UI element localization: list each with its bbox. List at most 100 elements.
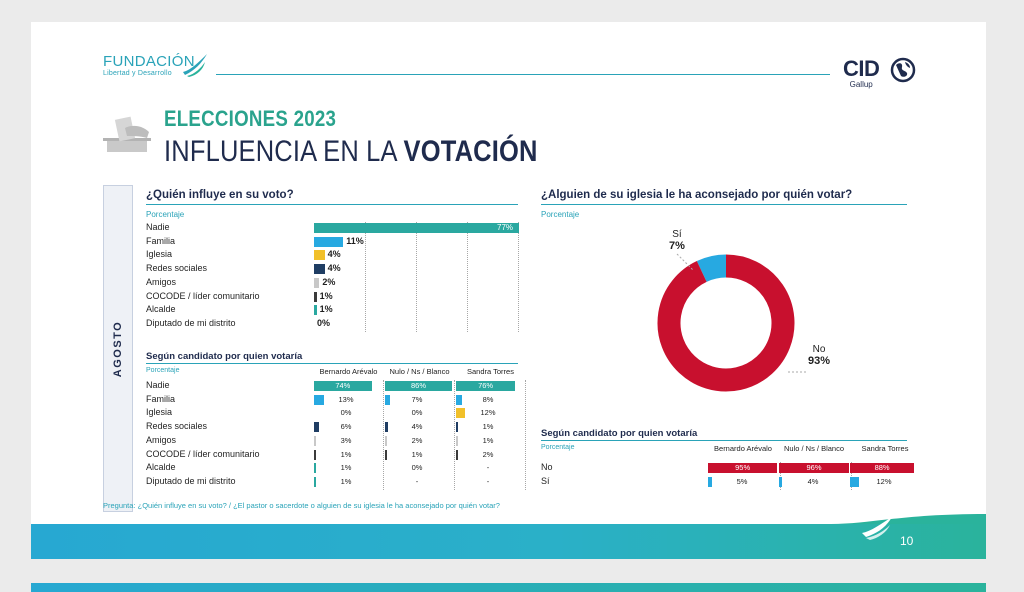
chart2-value-sandra-torres-familia: 8% [482, 394, 494, 404]
chart2-category-iglesia: Iglesia [146, 407, 173, 418]
next-slide-edge [31, 583, 986, 592]
chart2-category-alcalde: Alcalde [146, 462, 176, 473]
chart2-bar-nulo-ns-blanco-nadie [385, 381, 452, 391]
chart4-category-si: Sí [541, 476, 550, 486]
donut-si-value: 7% [669, 240, 685, 252]
title-line1: ELECCIONES 2023 [164, 106, 337, 131]
chart2-category-diputado-de-mi-distrito: Diputado de mi distrito [146, 475, 236, 486]
chart1-value-alcalde: 1% [319, 304, 333, 315]
chart4-category-no: No [541, 462, 553, 472]
chart4-header-bernardo-arevalo: Bernardo Arévalo [714, 444, 772, 453]
chart1-category-redes-sociales: Redes sociales [146, 263, 208, 274]
chart4-value-nulo-ns-blanco-no: 96% [806, 463, 822, 472]
chart3-subtitle: Porcentaje [541, 210, 580, 219]
chart4-bar-sandra-torres-no [850, 463, 915, 473]
chart2-bar-bernardo-arevalo-familia [314, 394, 325, 405]
chart2-header-sandra-torres: Sandra Torres [467, 367, 514, 376]
chart2-value-sandra-torres-nadie: 76% [478, 381, 494, 390]
chart4-gridline [851, 462, 852, 490]
chart2-bar-nulo-ns-blanco-amigos [385, 435, 387, 446]
chart2-value-nulo-ns-blanco-redes-sociales: 4% [411, 422, 423, 432]
chart2-value-sandra-torres-redes-sociales: 1% [482, 422, 494, 432]
chart2-value-nulo-ns-blanco-iglesia: 0% [411, 408, 423, 418]
chart2-bar-bernardo-arevalo-diputado-de-mi-distrito [314, 476, 316, 487]
chart2-bar-bernardo-arevalo-redes-sociales [314, 422, 319, 433]
chart2-value-sandra-torres-amigos: 1% [482, 435, 494, 445]
chart1-category-cocode-lider-comunitario: COCODE / líder comunitario [146, 290, 260, 301]
chart1-bar-cocode-lider-comunitario [314, 291, 317, 302]
chart4-value-nulo-ns-blanco-si: 4% [807, 477, 819, 486]
chart2-category-nadie: Nadie [146, 380, 170, 390]
donut-label-si: Sí 7% [669, 229, 685, 252]
gallup-name: Gallup [849, 80, 873, 89]
chart1-category-amigos: Amigos [146, 276, 177, 287]
chart2-subtitle: Porcentaje [146, 367, 180, 374]
chart2-category-familia: Familia [146, 393, 176, 404]
chart4-value-sandra-torres-no: 88% [874, 463, 890, 472]
fundacion-logo: FUNDACIÓN Libertad y Desarrollo [103, 54, 195, 77]
chart4-bar-nulo-ns-blanco-no [779, 463, 849, 473]
chart4-bar-bernardo-arevalo-si [708, 477, 712, 487]
slide: FUNDACIÓN Libertad y Desarrollo CID Gall… [31, 22, 986, 559]
chart1-value-diputado-de-mi-distrito: 0% [317, 317, 331, 328]
chart1-underline [146, 204, 518, 205]
donut-label-no: No 93% [808, 344, 830, 367]
chart2-value-nulo-ns-blanco-familia: 7% [411, 394, 423, 404]
chart1-gridline [365, 222, 366, 332]
chart2-bar-bernardo-arevalo-alcalde [314, 463, 316, 474]
globe-icon [890, 57, 916, 83]
chart1-gridline [467, 222, 468, 332]
chart2-value-nulo-ns-blanco-cocode-lider-comunitario: 1% [411, 449, 423, 459]
brand-line2: Libertad y Desarrollo [103, 70, 172, 77]
chart2-gridline [525, 380, 526, 490]
donut-no-category: No [812, 344, 826, 355]
chart2-bar-bernardo-arevalo-amigos [314, 435, 317, 446]
chart1-bar-amigos [314, 277, 320, 288]
donut-no-value: 93% [808, 355, 831, 367]
chart2-bar-nulo-ns-blanco-cocode-lider-comunitario [385, 449, 387, 460]
chart1-value-familia: 11% [346, 235, 364, 246]
chart4-underline [541, 440, 907, 441]
chart2-underline [146, 363, 518, 364]
chart2-value-nulo-ns-blanco-nadie: 86% [410, 381, 426, 390]
chart4-value-bernardo-arevalo-si: 5% [736, 477, 748, 486]
title-light: INFLUENCIA EN LA [164, 135, 404, 168]
chart2-value-bernardo-arevalo-cocode-lider-comunitario: 1% [340, 449, 352, 459]
chart1-category-diputado-de-mi-distrito: Diputado de mi distrito [146, 317, 236, 328]
chart2-value-bernardo-arevalo-amigos: 3% [340, 435, 352, 445]
brand-line1: FUNDACIÓN [103, 53, 195, 70]
chart2-value-nulo-ns-blanco-amigos: 2% [411, 435, 423, 445]
chart1-bar-iglesia [314, 250, 325, 261]
chart4-bar-bernardo-arevalo-no [708, 463, 778, 473]
chart2-value-bernardo-arevalo-alcalde: 1% [340, 463, 352, 473]
chart2-bar-bernardo-arevalo-nadie [314, 381, 372, 391]
chart1-gridline [416, 222, 417, 332]
chart3-underline [541, 204, 907, 205]
chart4-value-sandra-torres-si: 12% [876, 477, 892, 486]
chart1-value-iglesia: 4% [327, 249, 341, 260]
chart2-value-sandra-torres-alcalde: - [486, 463, 490, 473]
church-advice-donut [657, 254, 795, 392]
chart2-category-amigos: Amigos [146, 434, 177, 445]
chart2-value-bernardo-arevalo-familia: 13% [338, 394, 354, 404]
chart2-header-bernardo-arevalo: Bernardo Arévalo [319, 367, 378, 376]
bird-logo-icon [183, 54, 207, 77]
chart2-bar-sandra-torres-redes-sociales [456, 422, 458, 433]
chart1-category-nadie: Nadie [146, 222, 170, 232]
chart1-category-iglesia: Iglesia [146, 249, 173, 260]
chart2-value-bernardo-arevalo-iglesia: 0% [340, 408, 352, 418]
ballot-hand-icon [103, 116, 151, 152]
donut-leader-no [788, 371, 806, 373]
chart2-value-nulo-ns-blanco-alcalde: 0% [411, 463, 423, 473]
chart2-gridline [383, 380, 384, 490]
chart4-bar-nulo-ns-blanco-si [779, 477, 782, 487]
period-label: AGOSTO [112, 320, 124, 377]
chart2-title: Según candidato por quien votaría [146, 351, 303, 362]
chart4-header-nulo-ns-blanco: Nulo / Ns / Blanco [783, 444, 845, 453]
chart1-bar-nadie [314, 223, 519, 233]
chart2-category-cocode-lider-comunitario: COCODE / líder comunitario [146, 448, 260, 459]
cid-gallup-logo: CID Gallup [843, 58, 880, 89]
chart2-bar-bernardo-arevalo-cocode-lider-comunitario [314, 449, 316, 460]
chart4-title: Según candidato por quien votaría [541, 428, 698, 439]
chart1-category-alcalde: Alcalde [146, 304, 176, 315]
